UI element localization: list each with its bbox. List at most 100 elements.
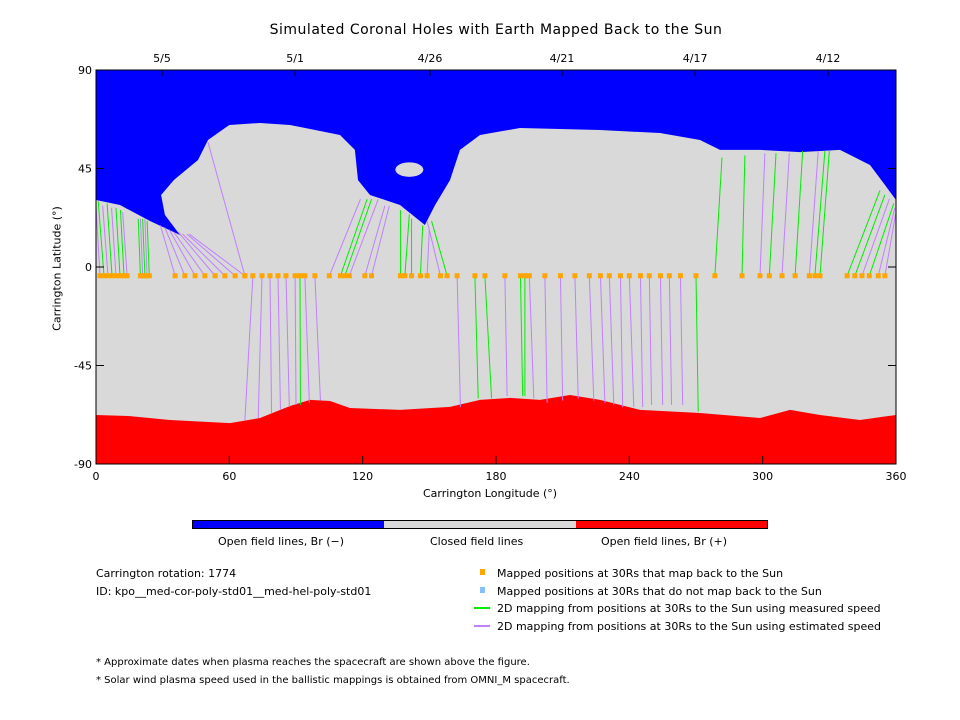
- mapping-line-estimated: [528, 275, 535, 399]
- mapped-position-dot: [617, 273, 623, 279]
- mapping-line-estimated: [144, 218, 148, 276]
- mapping-line-estimated: [574, 275, 579, 399]
- legend-item-measured-speed: 2D mapping from positions at 30Rs to the…: [497, 602, 881, 615]
- y-tick-label: -45: [74, 360, 92, 373]
- colorbar-open-positive: [575, 521, 767, 528]
- mapped-position-dot: [297, 273, 303, 279]
- x-tick-label: 360: [886, 470, 907, 483]
- mapped-position-dot: [97, 273, 103, 279]
- mapping-line-estimated: [257, 275, 263, 419]
- mapping-line-estimated: [111, 207, 117, 276]
- mapped-position-dot: [397, 273, 403, 279]
- south-coronal-hole: [96, 395, 896, 464]
- date-label: 4/12: [816, 52, 841, 65]
- mapping-line-estimated: [426, 220, 441, 276]
- mapped-position-dot: [522, 273, 528, 279]
- mapping-line-estimated: [608, 275, 615, 405]
- mapped-position-dot: [222, 273, 228, 279]
- footnote-speed: * Solar wind plasma speed used in the ba…: [96, 675, 570, 686]
- mapped-position-dot: [712, 273, 718, 279]
- mapping-line-estimated: [102, 205, 109, 276]
- north-coronal-hole: [96, 70, 896, 236]
- mapped-position-dot: [472, 273, 478, 279]
- mapped-position-dot: [121, 273, 127, 279]
- coronal-hole-map: 0 60 120 180 240 300 360 90 45 0 -45 -90 5/5 5/1 4/26 4…: [74, 52, 907, 483]
- mapping-line-measured: [714, 157, 723, 276]
- mapping-line-measured: [854, 194, 886, 276]
- mapped-position-dot: [212, 273, 218, 279]
- legend-item-estimated-speed: 2D mapping from positions at 30Rs to the…: [497, 620, 882, 633]
- mapped-position-dot: [875, 273, 881, 279]
- colorbar-label-closed: Closed field lines: [430, 535, 524, 548]
- mapping-line-estimated: [189, 233, 246, 277]
- mapping-line-measured: [484, 275, 493, 399]
- mapping-line-estimated: [159, 225, 176, 276]
- mapping-line-measured: [868, 203, 895, 276]
- mapping-line-estimated: [186, 233, 236, 277]
- mapped-position-dot: [586, 273, 592, 279]
- mapped-position-dot: [693, 273, 699, 279]
- mapping-line-estimated: [139, 218, 144, 276]
- mapped-position-dot: [866, 273, 872, 279]
- mapping-line-estimated: [426, 229, 430, 276]
- mapped-position-dot: [242, 273, 248, 279]
- mapped-position-dot: [646, 273, 652, 279]
- y-tick-label: 0: [85, 261, 92, 274]
- mapping-line-measured: [768, 153, 777, 276]
- mapped-position-dot: [657, 273, 663, 279]
- mapped-position-dot: [172, 273, 178, 279]
- orange-square-icon: [480, 569, 485, 575]
- mapped-position-dot: [202, 273, 208, 279]
- x-tick-label: 60: [222, 470, 236, 483]
- mapping-line-measured: [431, 220, 448, 276]
- mapping-line-measured: [419, 225, 424, 276]
- mapped-position-dot: [637, 273, 643, 279]
- mapping-line-estimated: [679, 275, 684, 405]
- colorbar-label-negative: Open field lines, Br (−): [218, 535, 345, 548]
- run-id: ID: kpo__med-cor-poly-std01__med-hel-pol…: [96, 585, 372, 598]
- mapped-position-dot: [812, 273, 818, 279]
- mapped-position-dot: [192, 273, 198, 279]
- mapping-line-measured: [137, 218, 141, 276]
- mapping-line-estimated: [285, 275, 290, 408]
- mapping-line-estimated: [504, 275, 508, 397]
- mapped-position-dot: [342, 273, 348, 279]
- mapped-position-dot: [882, 273, 888, 279]
- mapped-position-dot: [844, 273, 850, 279]
- mapping-line-estimated: [861, 198, 890, 276]
- mapped-position-dot: [346, 273, 352, 279]
- mapping-line-measured: [119, 210, 125, 276]
- mapping-line-estimated: [599, 275, 606, 403]
- x-tick-label: 180: [486, 470, 507, 483]
- mapped-position-dot: [444, 273, 450, 279]
- mapped-position-dot: [677, 273, 683, 279]
- green-line-icon: [474, 607, 490, 609]
- mapped-position-dot: [806, 273, 812, 279]
- mapping-line-estimated: [628, 275, 635, 408]
- mapped-position-dot: [146, 273, 152, 279]
- mapped-position-dot: [101, 273, 107, 279]
- y-tick-label: 45: [78, 163, 92, 176]
- mapping-line-estimated: [588, 275, 595, 401]
- mapping-line-estimated: [244, 275, 254, 421]
- mapped-position-dot: [250, 273, 256, 279]
- mapped-position-dot: [362, 273, 368, 279]
- mapped-position-dot: [109, 273, 115, 279]
- mapping-line-estimated: [173, 231, 206, 277]
- mapping-line-estimated: [759, 153, 766, 276]
- mapping-line-estimated: [544, 275, 548, 403]
- date-label: 4/21: [550, 52, 575, 65]
- mapped-position-dot: [232, 273, 238, 279]
- mapping-line-estimated: [364, 205, 386, 276]
- mapping-line-estimated: [328, 198, 361, 276]
- x-tick-label: 0: [93, 470, 100, 483]
- mapped-position-dot: [326, 273, 332, 279]
- date-label: 5/5: [153, 52, 171, 65]
- mapped-position-dot: [292, 273, 298, 279]
- mapped-position-dot: [437, 273, 443, 279]
- mapping-line-estimated: [314, 275, 321, 401]
- mapped-position-dot: [792, 273, 798, 279]
- mapped-position-dot: [542, 273, 548, 279]
- mapping-line-estimated: [877, 207, 896, 276]
